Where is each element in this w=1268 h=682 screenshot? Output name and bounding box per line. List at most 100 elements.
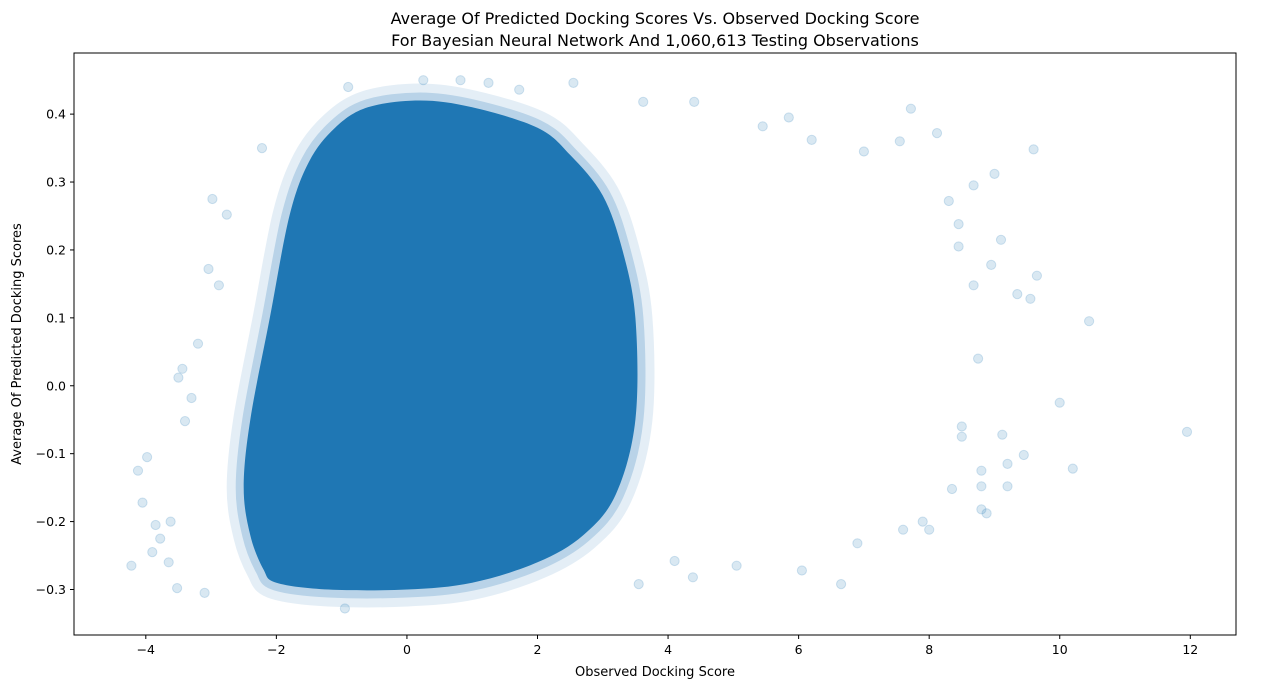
scatter-point	[213, 280, 224, 291]
scatter-point	[689, 96, 700, 108]
scatter-point	[633, 579, 644, 590]
scatter-point	[177, 363, 188, 374]
scatter-point	[956, 431, 967, 442]
scatter-point	[132, 465, 144, 476]
scatter-point	[924, 524, 935, 535]
scatter-points	[126, 75, 1193, 614]
scatter-point	[731, 560, 742, 571]
x-tick-label: 12	[1182, 642, 1198, 657]
y-tick-label: 0.3	[46, 175, 66, 190]
dense-point-cloud	[226, 83, 655, 608]
scatter-point	[931, 128, 943, 139]
scatter-point	[638, 96, 649, 108]
scatter-point	[207, 193, 218, 205]
scatter-point	[203, 263, 214, 275]
scatter-point	[953, 219, 964, 230]
scatter-point	[568, 77, 579, 89]
y-tick-label: 0.1	[46, 310, 66, 325]
scatter-point	[858, 146, 870, 157]
scatter-point	[836, 579, 847, 590]
scatter-point	[976, 465, 987, 476]
dense-core-region	[243, 100, 638, 591]
plot-frame	[73, 52, 1237, 636]
x-tick-label: 0	[403, 642, 411, 657]
y-axis-label: Average Of Predicted Docking Scores	[10, 223, 25, 465]
x-tick-label: 2	[534, 642, 542, 657]
scatter-point	[989, 168, 1000, 179]
scatter-point	[1002, 481, 1013, 492]
y-tick-label: 0.0	[46, 378, 66, 393]
scatter-point	[147, 547, 158, 558]
chart-title-line-1: Average Of Predicted Docking Scores Vs. …	[391, 9, 920, 28]
scatter-point	[455, 75, 466, 86]
scatter-point	[669, 555, 680, 567]
scatter-point	[997, 429, 1008, 440]
scatter-point	[1002, 458, 1013, 469]
scatter-point	[1084, 316, 1095, 327]
scatter-point	[163, 557, 174, 568]
x-axis-ticks: −4 −2 0 2 4 6 8 10 12	[137, 635, 1198, 657]
scatter-point	[986, 259, 997, 270]
scatter-point	[1031, 270, 1043, 281]
scatter-point	[150, 519, 161, 531]
scatter-point	[1181, 426, 1193, 437]
x-tick-label: 4	[664, 642, 672, 657]
scatter-point	[852, 538, 863, 549]
x-tick-label: −4	[137, 642, 155, 657]
scatter-point	[1028, 144, 1039, 155]
scatter-point	[973, 353, 984, 364]
scatter-point	[953, 241, 964, 252]
scatter-point	[155, 533, 166, 544]
scatter-point	[995, 234, 1007, 245]
scatter-point	[981, 508, 992, 519]
scatter-point	[956, 421, 967, 432]
scatter-point	[173, 372, 184, 383]
scatter-point	[221, 209, 232, 220]
scatter-point	[126, 560, 137, 571]
scatter-point	[806, 134, 817, 145]
x-tick-label: 10	[1052, 642, 1068, 657]
scatter-point	[186, 392, 197, 404]
scatter-point	[179, 416, 191, 427]
scatter-point	[968, 180, 979, 191]
scatter-point	[1054, 397, 1065, 408]
y-tick-label: −0.1	[36, 446, 66, 461]
scatter-point	[199, 587, 210, 599]
scatter-point	[894, 136, 905, 147]
scatter-point	[943, 195, 954, 207]
scatter-point	[142, 452, 153, 463]
scatter-point	[976, 481, 987, 492]
scatter-point	[917, 516, 928, 527]
x-tick-label: 6	[795, 642, 803, 657]
scatter-point	[483, 77, 494, 89]
scatter-point	[1025, 293, 1036, 304]
scatter-point	[339, 603, 350, 614]
scatter-point	[1012, 289, 1023, 300]
scatter-point	[192, 338, 204, 349]
scatter-point	[783, 112, 794, 123]
x-tick-label: 8	[925, 642, 933, 657]
scatter-point	[172, 583, 183, 594]
y-tick-label: 0.4	[46, 107, 66, 122]
y-tick-label: −0.2	[36, 514, 66, 529]
scatter-point	[165, 516, 176, 527]
scatter-point	[1067, 463, 1078, 474]
scatter-point	[418, 75, 429, 86]
scatter-point	[976, 504, 987, 515]
scatter-point	[968, 280, 979, 291]
scatter-point	[1018, 449, 1029, 461]
scatter-point	[796, 565, 808, 576]
scatter-point	[256, 143, 268, 154]
scatter-point	[137, 497, 148, 508]
x-tick-label: −2	[267, 642, 285, 657]
chart-title-line-2: For Bayesian Neural Network And 1,060,61…	[391, 31, 919, 50]
scatter-point	[687, 572, 699, 583]
scatter-point	[946, 483, 958, 495]
scatter-point	[343, 81, 354, 93]
scatter-point	[514, 84, 525, 95]
x-axis-label: Observed Docking Score	[575, 665, 735, 680]
scatter-point	[898, 524, 909, 535]
y-tick-label: −0.3	[36, 582, 66, 597]
y-tick-label: 0.2	[46, 242, 66, 257]
